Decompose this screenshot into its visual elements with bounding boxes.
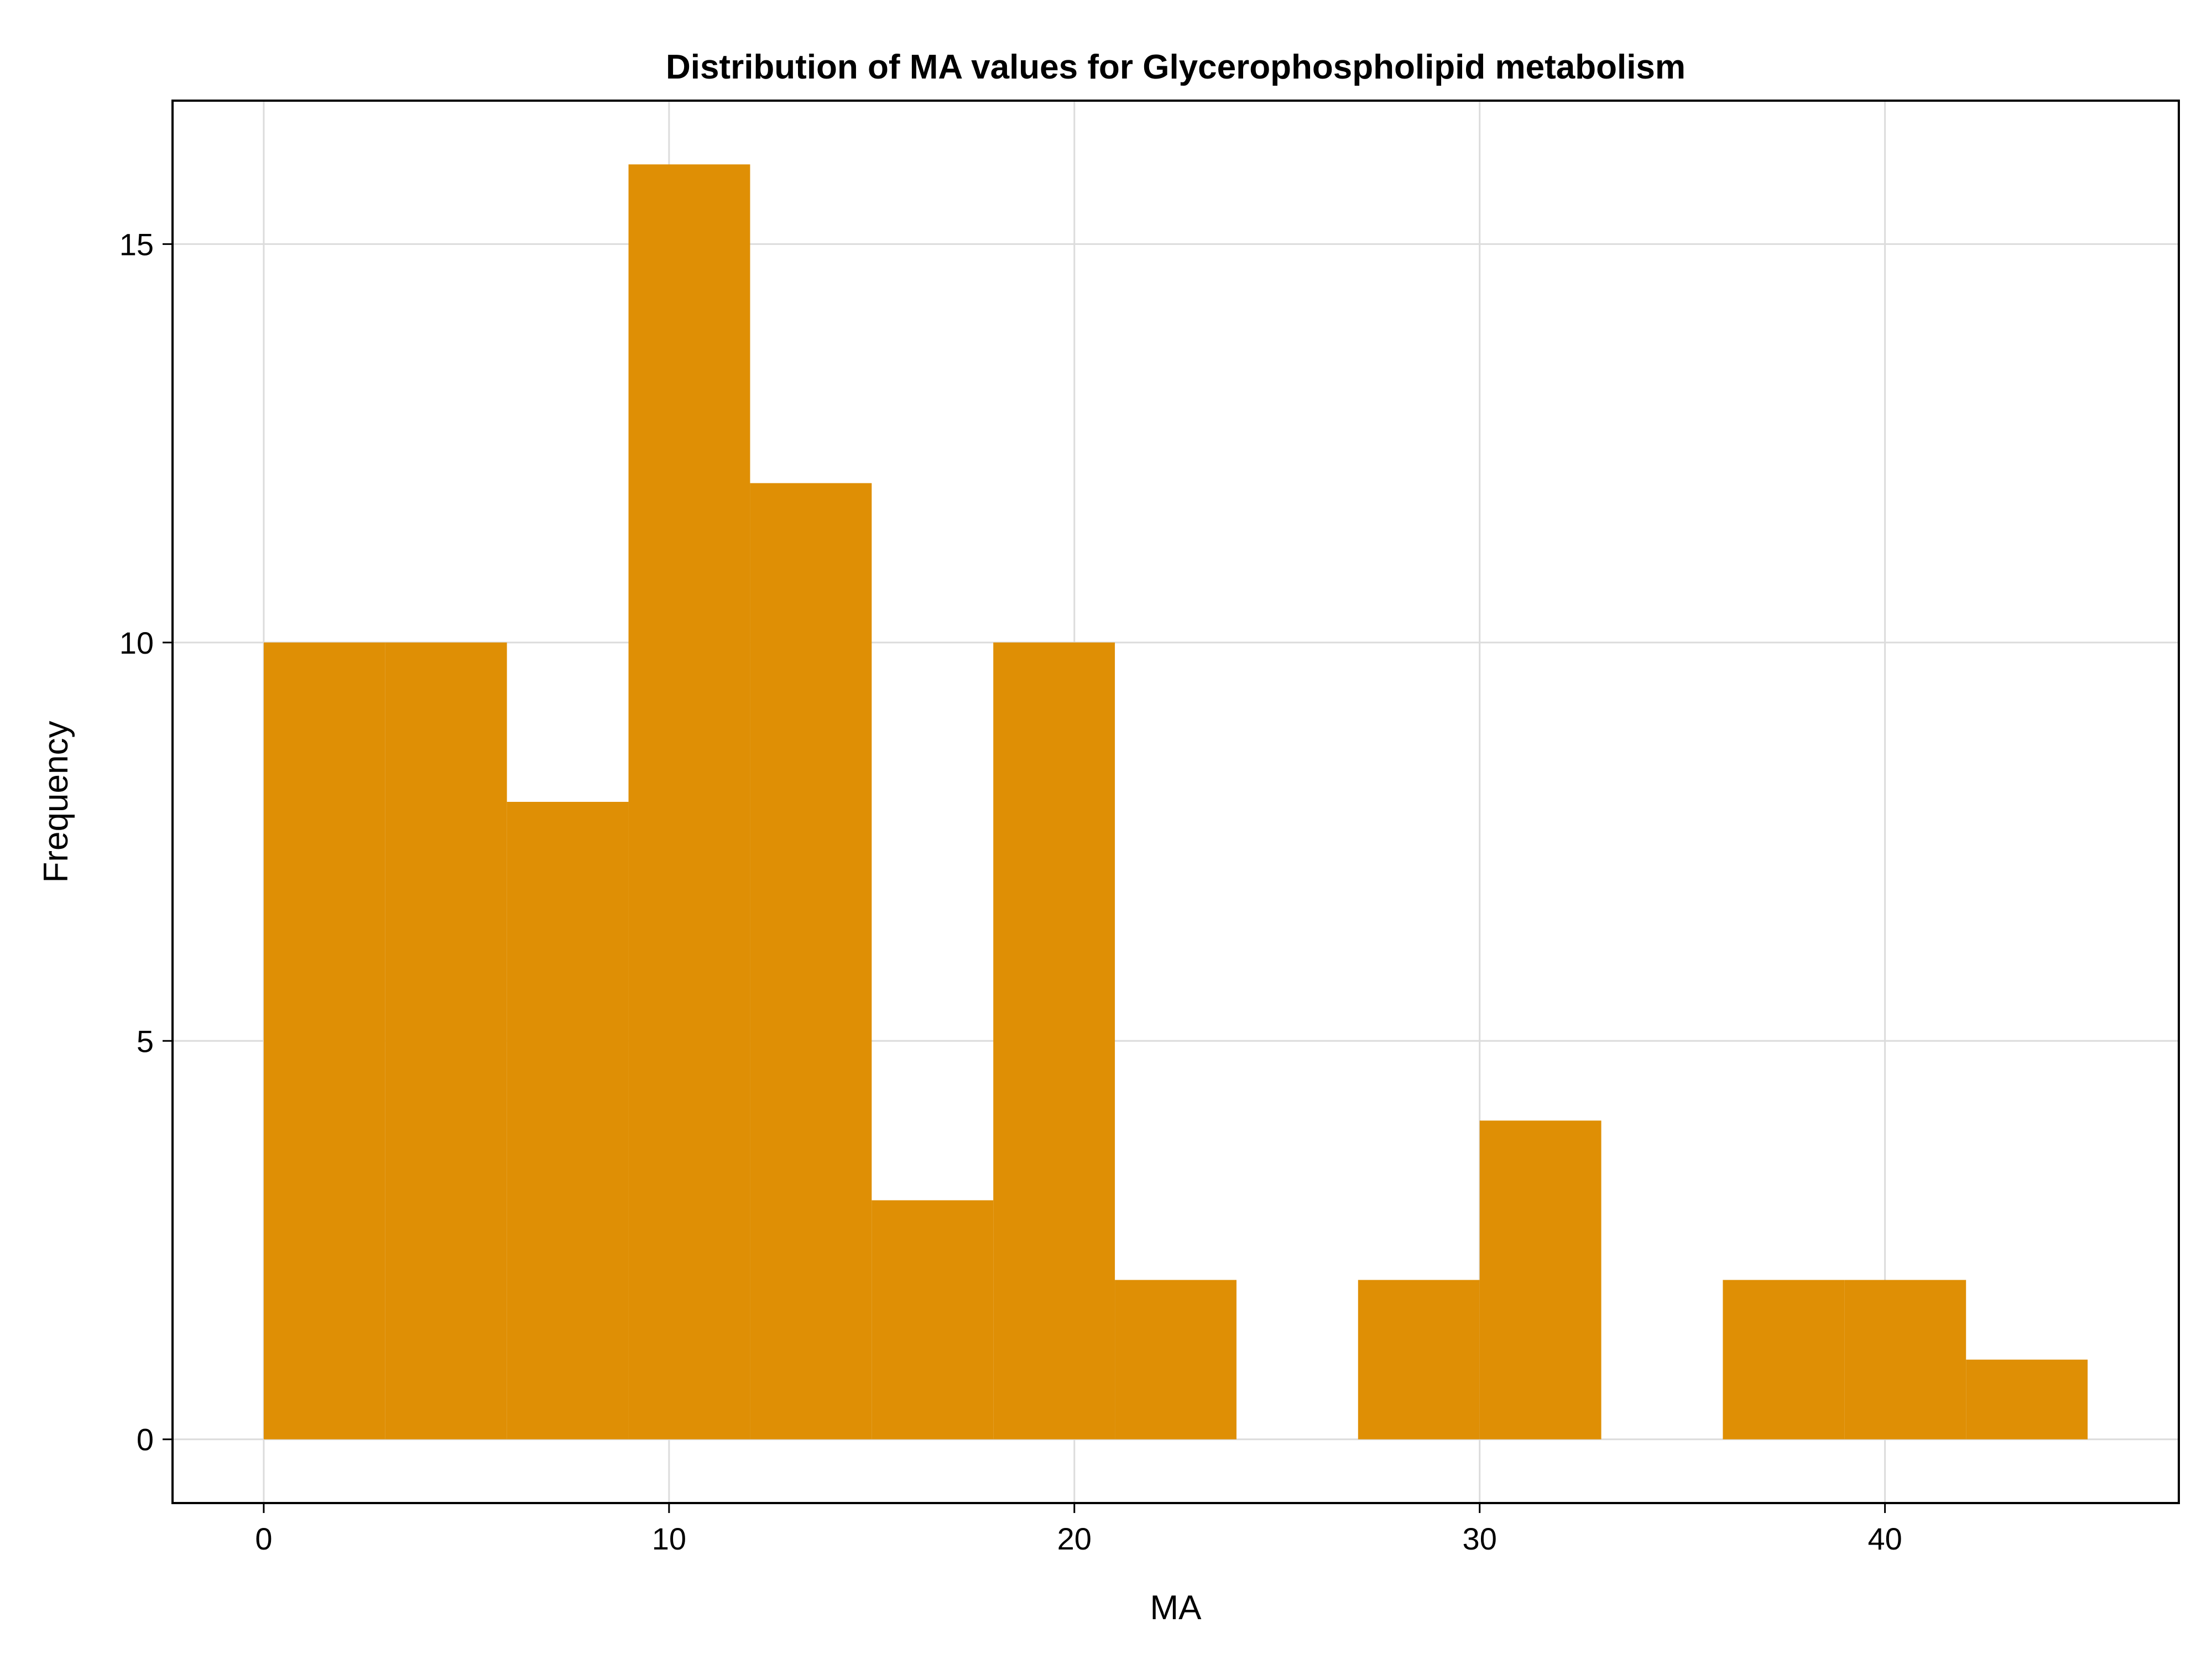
histogram-bar [1966, 1359, 2088, 1439]
histogram-bar [993, 642, 1115, 1439]
chart-title: Distribution of MA values for Glyceropho… [666, 48, 1686, 86]
axis-ticks: 0 10 20 30 40 0 5 10 15 [119, 227, 1902, 1556]
histogram-bar [263, 642, 385, 1439]
histogram-bar [507, 802, 629, 1439]
histogram-bar [628, 164, 750, 1439]
histogram-bars [263, 164, 2088, 1439]
histogram-bar [1358, 1280, 1480, 1439]
y-tick-label: 5 [137, 1024, 154, 1058]
y-tick-label: 0 [137, 1422, 154, 1457]
histogram-bar [872, 1200, 994, 1439]
x-tick-label: 0 [255, 1521, 272, 1556]
histogram-bar [1723, 1280, 1845, 1439]
x-tick-label: 10 [652, 1521, 686, 1556]
histogram-bar [1115, 1280, 1237, 1439]
x-tick-label: 40 [1867, 1521, 1902, 1556]
y-tick-label: 10 [119, 625, 154, 660]
plot-area-frame [171, 100, 2180, 1504]
histogram-bar [1479, 1120, 1601, 1439]
x-tick-label: 30 [1463, 1521, 1497, 1556]
x-tick-label: 20 [1057, 1521, 1092, 1556]
y-tick-label: 15 [119, 227, 154, 262]
histogram-bar [750, 483, 872, 1439]
x-axis-label: MA [1150, 1589, 1202, 1627]
y-axis-label: Frequency [37, 721, 75, 883]
histogram-bar [385, 642, 507, 1439]
histogram-bar [1844, 1280, 1966, 1439]
